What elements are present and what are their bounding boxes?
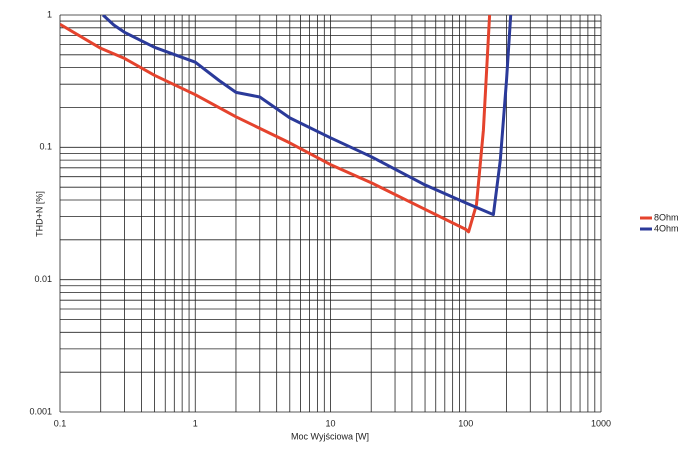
x-axis-label: Moc Wyjściowa [W]: [291, 431, 369, 441]
x-tick-label: 0.1: [54, 418, 67, 428]
x-tick-label: 100: [458, 418, 473, 428]
legend-label: 4Ohm: [654, 223, 679, 233]
legend-label: 8Ohm: [654, 212, 679, 222]
x-tick-label: 1000: [591, 418, 611, 428]
y-tick-label: 0.01: [34, 274, 52, 284]
y-tick-label: 0.001: [29, 406, 52, 416]
x-tick-label: 10: [325, 418, 335, 428]
y-tick-label: 0.1: [39, 142, 52, 152]
y-axis-label: THD+N [%]: [34, 191, 44, 237]
x-tick-label: 1: [193, 418, 198, 428]
series-line: [60, 15, 492, 234]
series-line: [101, 15, 513, 217]
y-tick-label: 1: [47, 9, 52, 19]
